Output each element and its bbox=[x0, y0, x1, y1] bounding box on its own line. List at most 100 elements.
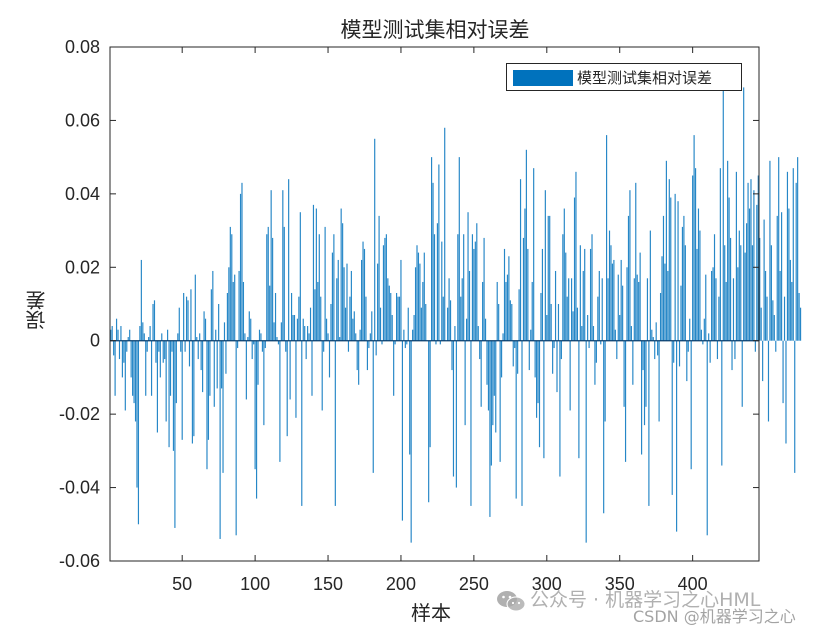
bar bbox=[753, 190, 755, 341]
bar bbox=[212, 270, 214, 341]
bar bbox=[289, 340, 291, 400]
bar bbox=[460, 296, 462, 341]
y-tick-label: 0 bbox=[90, 331, 100, 351]
bar bbox=[159, 340, 161, 378]
bar bbox=[781, 212, 783, 341]
bar bbox=[379, 307, 382, 341]
bar bbox=[661, 256, 663, 341]
bar bbox=[553, 340, 555, 349]
bar bbox=[442, 296, 444, 341]
bar bbox=[517, 340, 519, 374]
bar bbox=[305, 340, 307, 360]
bar bbox=[164, 340, 166, 360]
bar bbox=[773, 315, 775, 341]
bar bbox=[133, 340, 135, 404]
bar bbox=[648, 340, 650, 506]
bar bbox=[196, 337, 198, 341]
bar bbox=[336, 278, 338, 341]
bar bbox=[578, 340, 580, 459]
bar bbox=[169, 340, 172, 396]
bar bbox=[754, 340, 756, 352]
bar bbox=[403, 329, 405, 341]
bar bbox=[530, 329, 532, 341]
bar bbox=[725, 281, 727, 341]
bar bbox=[718, 296, 720, 341]
bar bbox=[711, 270, 713, 341]
bar bbox=[318, 234, 320, 341]
bar bbox=[671, 340, 673, 495]
bar bbox=[254, 340, 256, 470]
bar bbox=[435, 340, 437, 345]
bar bbox=[651, 329, 653, 341]
bar bbox=[363, 248, 366, 341]
bar bbox=[544, 190, 546, 341]
bar bbox=[708, 333, 710, 341]
bar bbox=[347, 340, 350, 352]
bar bbox=[238, 270, 240, 341]
bar bbox=[697, 208, 700, 341]
bar bbox=[404, 340, 406, 349]
bar bbox=[407, 307, 409, 341]
bar bbox=[382, 245, 385, 341]
bar bbox=[349, 296, 351, 341]
bar bbox=[457, 234, 459, 341]
bar bbox=[632, 340, 634, 385]
bar bbox=[603, 340, 605, 514]
bar bbox=[324, 226, 326, 341]
bar bbox=[791, 281, 793, 341]
bar bbox=[757, 175, 759, 341]
bar bbox=[153, 300, 156, 341]
bar bbox=[413, 315, 415, 341]
bar bbox=[177, 333, 179, 341]
bar bbox=[187, 300, 189, 341]
bar bbox=[194, 274, 196, 341]
bar bbox=[495, 340, 497, 433]
bar bbox=[428, 340, 430, 503]
bar bbox=[536, 340, 538, 418]
bar bbox=[778, 157, 780, 341]
bar bbox=[568, 278, 570, 341]
y-tick-label: -0.02 bbox=[59, 404, 100, 424]
bar bbox=[616, 340, 618, 360]
bar bbox=[645, 340, 647, 407]
bar bbox=[396, 292, 398, 341]
bar bbox=[323, 340, 325, 352]
bar bbox=[681, 226, 684, 341]
bar bbox=[713, 234, 716, 341]
bar bbox=[378, 215, 380, 341]
bar bbox=[639, 252, 641, 341]
bar bbox=[358, 340, 360, 385]
bar bbox=[477, 326, 479, 341]
bar bbox=[439, 340, 441, 345]
bar bbox=[124, 340, 126, 411]
bar bbox=[502, 333, 504, 341]
bar bbox=[620, 259, 622, 341]
bar bbox=[372, 340, 374, 473]
bar bbox=[727, 160, 729, 341]
bar bbox=[654, 340, 656, 360]
bar bbox=[429, 340, 431, 448]
bar bbox=[320, 296, 322, 341]
bar bbox=[255, 340, 258, 499]
bar bbox=[734, 340, 736, 360]
bar bbox=[795, 182, 797, 341]
bar bbox=[274, 292, 277, 341]
bar bbox=[622, 285, 624, 341]
bar bbox=[635, 182, 637, 341]
bar bbox=[188, 340, 191, 367]
bar bbox=[337, 259, 339, 341]
bar bbox=[794, 340, 796, 473]
bar bbox=[731, 340, 733, 371]
x-tick-label: 50 bbox=[172, 574, 192, 594]
bar bbox=[543, 340, 545, 459]
bar bbox=[775, 340, 777, 352]
axes-frame bbox=[109, 46, 760, 562]
bar bbox=[587, 315, 589, 341]
bar bbox=[132, 340, 134, 396]
bar bbox=[328, 340, 331, 378]
bar bbox=[769, 160, 771, 341]
bar bbox=[659, 292, 662, 341]
bar bbox=[692, 175, 694, 341]
bar bbox=[209, 340, 211, 396]
bar bbox=[649, 230, 651, 341]
